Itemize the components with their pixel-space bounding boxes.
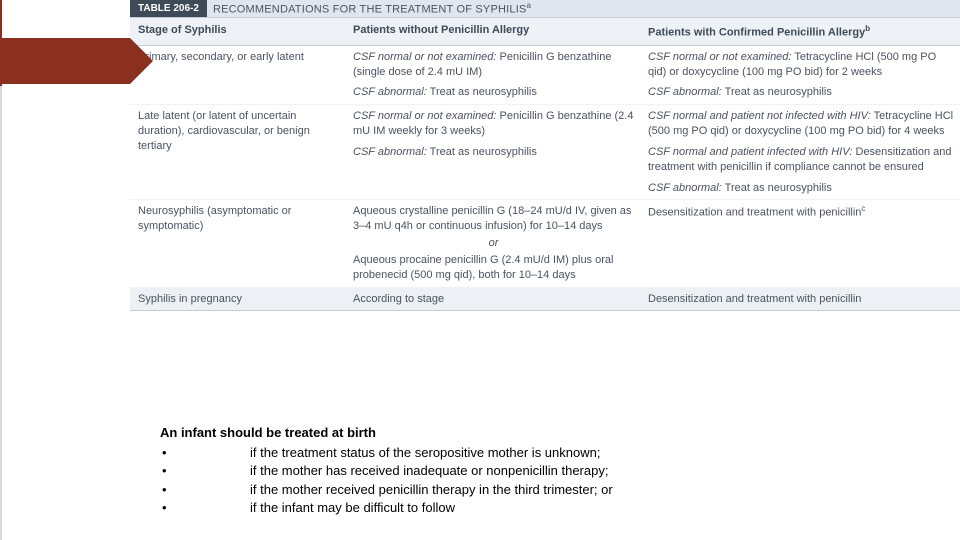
cell-stage: Late latent (or latent of uncertain dura… [130, 105, 345, 199]
cell-allergy: Desensitization and treatment with penic… [640, 288, 960, 311]
table-row: Syphilis in pregnancyAccording to stageD… [130, 288, 960, 312]
col-no-allergy: Patients without Penicillin Allergy [345, 18, 640, 45]
cell-allergy: Desensitization and treatment with penic… [640, 200, 960, 286]
table-title: RECOMMENDATIONS FOR THE TREATMENT OF SYP… [213, 1, 531, 16]
col-allergy-sup: b [865, 24, 870, 33]
table-title-text: RECOMMENDATIONS FOR THE TREATMENT OF SYP… [213, 4, 527, 16]
cell-no-allergy: Aqueous crystalline penicillin G (18–24 … [345, 200, 640, 286]
table-body: Primary, secondary, or early latentCSF n… [130, 46, 960, 312]
bullet-item: •if the mother received penicillin thera… [160, 481, 613, 499]
cell-allergy: CSF normal or not examined: Tetracycline… [640, 46, 960, 105]
table-row: Neurosyphilis (asymptomatic or symptomat… [130, 200, 960, 287]
cell-no-allergy: According to stage [345, 288, 640, 311]
arrow-shape [0, 38, 130, 84]
note-bullets: •if the treatment status of the seroposi… [160, 444, 613, 517]
cell-stage: Neurosyphilis (asymptomatic or symptomat… [130, 200, 345, 286]
table-row: Late latent (or latent of uncertain dura… [130, 105, 960, 200]
bullet-item: •if the treatment status of the seroposi… [160, 444, 613, 462]
bullet-item: •if the infant may be difficult to follo… [160, 499, 613, 517]
cell-allergy: CSF normal and patient not infected with… [640, 105, 960, 199]
table-column-headers: Stage of Syphilis Patients without Penic… [130, 18, 960, 46]
col-allergy: Patients with Confirmed Penicillin Aller… [640, 18, 960, 45]
infant-treatment-note: An infant should be treated at birth •if… [160, 424, 940, 517]
note-heading: An infant should be treated at birth [160, 424, 940, 442]
cell-stage: Syphilis in pregnancy [130, 288, 345, 311]
col-stage: Stage of Syphilis [130, 18, 345, 45]
col-allergy-text: Patients with Confirmed Penicillin Aller… [648, 27, 865, 39]
cell-no-allergy: CSF normal or not examined: Penicillin G… [345, 105, 640, 199]
bullet-item: •if the mother has received inadequate o… [160, 462, 613, 480]
table-row: Primary, secondary, or early latentCSF n… [130, 46, 960, 106]
table-header: TABLE 206-2 RECOMMENDATIONS FOR THE TREA… [130, 0, 960, 18]
cell-no-allergy: CSF normal or not examined: Penicillin G… [345, 46, 640, 105]
cell-stage: Primary, secondary, or early latent [130, 46, 345, 105]
table-title-sup: a [527, 1, 532, 10]
table-badge: TABLE 206-2 [130, 0, 207, 17]
treatment-table: TABLE 206-2 RECOMMENDATIONS FOR THE TREA… [130, 0, 960, 311]
